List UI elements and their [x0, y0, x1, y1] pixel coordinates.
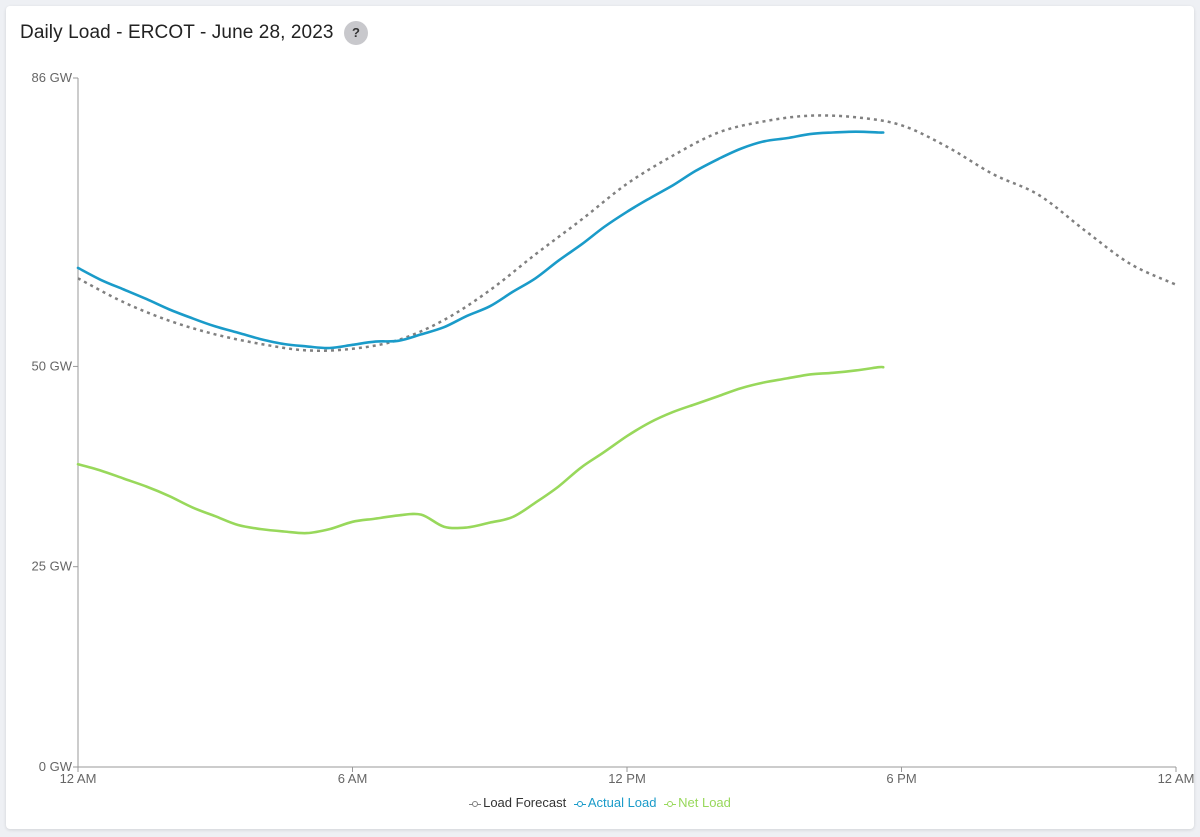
chart-legend: Load Forecast Actual Load Net Load [0, 795, 1200, 810]
legend-label: Load Forecast [483, 795, 567, 810]
legend-swatch-icon [664, 799, 677, 809]
legend-label: Net Load [678, 795, 731, 810]
load-forecast-line [77, 114, 1177, 352]
legend-swatch-icon [573, 799, 586, 809]
chart-title: Daily Load - ERCOT - June 28, 2023 [20, 22, 334, 43]
y-tick-label: 86 GW [32, 70, 73, 85]
legend-item-actual-load[interactable]: Actual Load [573, 795, 657, 810]
chart-card [6, 6, 1194, 829]
x-tick-label: 6 AM [338, 771, 368, 786]
x-tick-label: 6 PM [886, 771, 916, 786]
y-tick-label: 50 GW [32, 358, 73, 373]
legend-swatch-icon [469, 799, 482, 809]
y-tick-label: 0 GW [39, 759, 73, 774]
y-tick-label: 25 GW [32, 559, 73, 574]
net-load-line [76, 365, 885, 535]
x-tick-label: 12 AM [1158, 771, 1195, 786]
help-button[interactable]: ? [344, 21, 368, 45]
legend-item-net-load[interactable]: Net Load [664, 795, 731, 810]
legend-label: Actual Load [587, 795, 657, 810]
x-tick-label: 12 AM [60, 771, 97, 786]
actual-load-line [76, 130, 885, 350]
legend-item-load-forecast[interactable]: Load Forecast [469, 795, 566, 810]
x-tick-label: 12 PM [608, 771, 646, 786]
